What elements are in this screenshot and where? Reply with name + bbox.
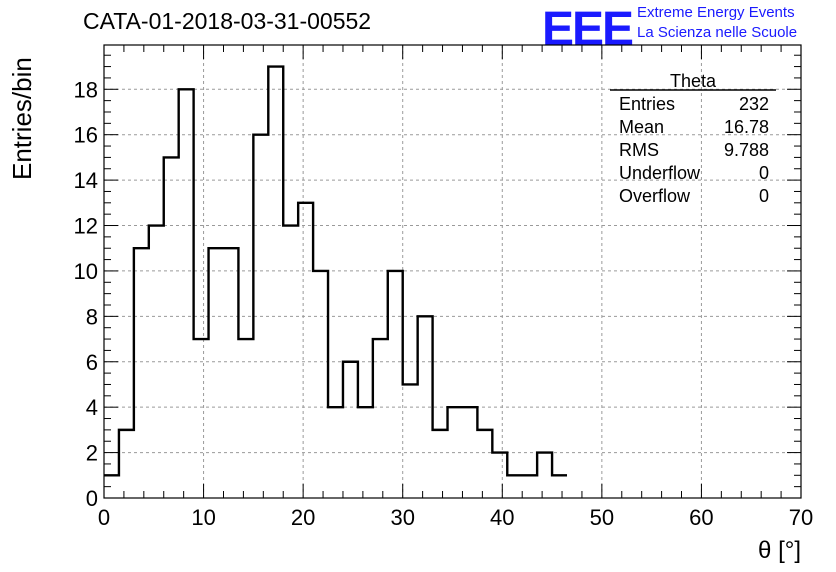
histogram-bin xyxy=(194,339,209,498)
histogram-bin xyxy=(507,475,522,498)
x-axis-label: θ [°] xyxy=(758,537,801,564)
histogram-bins xyxy=(104,67,567,498)
histogram-bin xyxy=(537,453,552,498)
stats-value: 232 xyxy=(739,94,769,114)
y-tick-label: 0 xyxy=(86,486,98,511)
logo-caption-line1: Extreme Energy Events xyxy=(637,4,795,21)
y-tick-label: 8 xyxy=(86,304,98,329)
histogram-bin xyxy=(209,248,224,498)
histogram-bin xyxy=(298,203,313,498)
stats-label: RMS xyxy=(619,140,659,160)
stats-label: Entries xyxy=(619,94,675,114)
histogram-bin xyxy=(179,89,194,498)
histogram-bin xyxy=(492,453,507,498)
histogram-bin xyxy=(268,67,283,498)
stats-label: Overflow xyxy=(619,186,691,206)
x-tick-label: 20 xyxy=(291,505,315,530)
x-tick-label: 30 xyxy=(390,505,414,530)
y-tick-label: 16 xyxy=(74,123,98,148)
y-tick-label: 6 xyxy=(86,350,98,375)
histogram-bin xyxy=(238,339,253,498)
stats-value: 0 xyxy=(759,163,769,183)
histogram-bin xyxy=(313,271,328,498)
grid-lines xyxy=(104,45,801,498)
y-tick-label: 4 xyxy=(86,395,98,420)
histogram-bin xyxy=(373,339,388,498)
x-tick-label: 10 xyxy=(191,505,215,530)
stats-value: 16.78 xyxy=(724,117,769,137)
stats-box: Theta Entries 232 Mean 16.78 RMS 9.788 U… xyxy=(610,71,776,206)
histogram-bin xyxy=(164,157,179,498)
y-tick-label: 2 xyxy=(86,441,98,466)
axis-ticks xyxy=(103,45,802,499)
logo-caption-line2: La Scienza nelle Scuole xyxy=(637,24,798,41)
eee-logo: EEE xyxy=(542,3,634,56)
stats-label: Mean xyxy=(619,117,664,137)
histogram-bin xyxy=(119,430,134,498)
y-tick-label: 14 xyxy=(74,168,98,193)
stats-title: Theta xyxy=(670,71,717,91)
plot-frame xyxy=(103,44,802,499)
x-tick-label: 50 xyxy=(590,505,614,530)
x-tick-label: 60 xyxy=(689,505,713,530)
tick-labels: 0 10 20 30 40 50 60 70 0 2 4 6 8 10 12 14 16 18 xyxy=(74,77,814,530)
stats-value: 0 xyxy=(759,186,769,206)
x-tick-label: 70 xyxy=(789,505,813,530)
x-tick-label: 40 xyxy=(490,505,514,530)
y-tick-label: 12 xyxy=(74,214,98,239)
histogram-bin xyxy=(223,248,238,498)
histogram-bin xyxy=(433,430,448,498)
histogram-bin xyxy=(134,248,149,498)
histogram-bin xyxy=(477,430,492,498)
y-axis-label: Entries/bin xyxy=(7,57,37,180)
histogram-bin xyxy=(522,475,537,498)
run-title: CATA-01-2018-03-31-00552 xyxy=(83,8,372,34)
x-tick-label: 0 xyxy=(98,505,110,530)
y-tick-label: 10 xyxy=(74,259,98,284)
y-tick-label: 18 xyxy=(74,77,98,102)
histogram-bin xyxy=(552,475,567,498)
histogram-bin xyxy=(149,226,164,498)
stats-value: 9.788 xyxy=(724,140,769,160)
stats-label: Underflow xyxy=(619,163,701,183)
histogram-step-line xyxy=(104,65,568,477)
histogram-bin xyxy=(388,271,403,498)
histogram-bin xyxy=(343,362,358,498)
histogram-bin xyxy=(403,384,418,498)
